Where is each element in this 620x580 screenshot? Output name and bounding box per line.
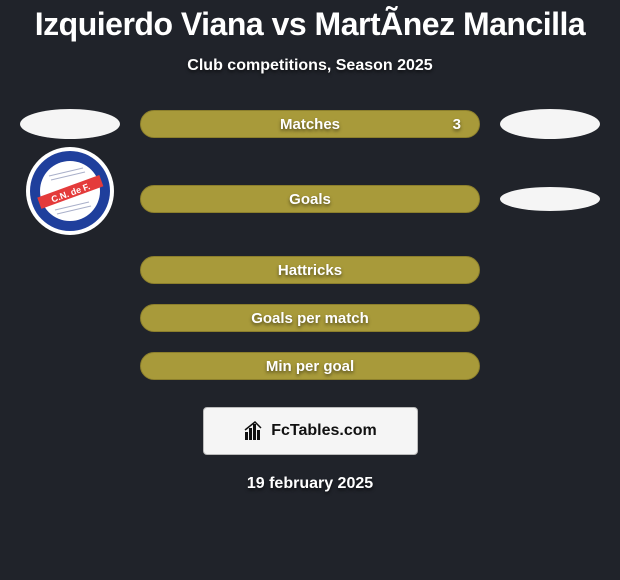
left-spacer: [20, 303, 120, 333]
metric-row-gpm: Goals per match: [0, 303, 620, 333]
right-spacer: [500, 351, 600, 381]
metric-row-hattricks: Hattricks: [0, 255, 620, 285]
metric-row-mpg: Min per goal: [0, 351, 620, 381]
metric-bar: Min per goal: [140, 352, 480, 380]
left-spacer: [20, 255, 120, 285]
date-label: 19 february 2025: [247, 475, 373, 493]
metric-bar: Hattricks: [140, 256, 480, 284]
right-logo-placeholder: [500, 187, 600, 211]
right-spacer: [500, 303, 600, 333]
metric-label: Min per goal: [266, 358, 354, 375]
branding-box[interactable]: FcTables.com: [203, 407, 418, 455]
page-title: Izquierdo Viana vs MartÃ­nez Mancilla: [35, 6, 585, 43]
branding-label: FcTables.com: [271, 422, 377, 440]
metric-value-right: 3: [453, 116, 461, 133]
club-badge-left: C.N. de F.: [20, 157, 120, 241]
metric-label: Goals per match: [251, 310, 369, 327]
club-nacional-icon: C.N. de F.: [25, 146, 115, 236]
metric-bar: Goals per match: [140, 304, 480, 332]
metric-label: Matches: [280, 116, 340, 133]
metric-label: Hattricks: [278, 262, 342, 279]
metric-label: Goals: [289, 191, 331, 208]
metric-bar: Matches 3: [140, 110, 480, 138]
metric-bar: Goals: [140, 185, 480, 213]
metric-row-goals: C.N. de F. Goals: [0, 157, 620, 241]
right-logo-placeholder: [500, 109, 600, 139]
left-logo-placeholder: [20, 109, 120, 139]
metric-row-matches: Matches 3: [0, 109, 620, 139]
right-spacer: [500, 255, 600, 285]
subtitle: Club competitions, Season 2025: [187, 57, 432, 75]
bars-icon: [243, 420, 265, 442]
left-spacer: [20, 351, 120, 381]
